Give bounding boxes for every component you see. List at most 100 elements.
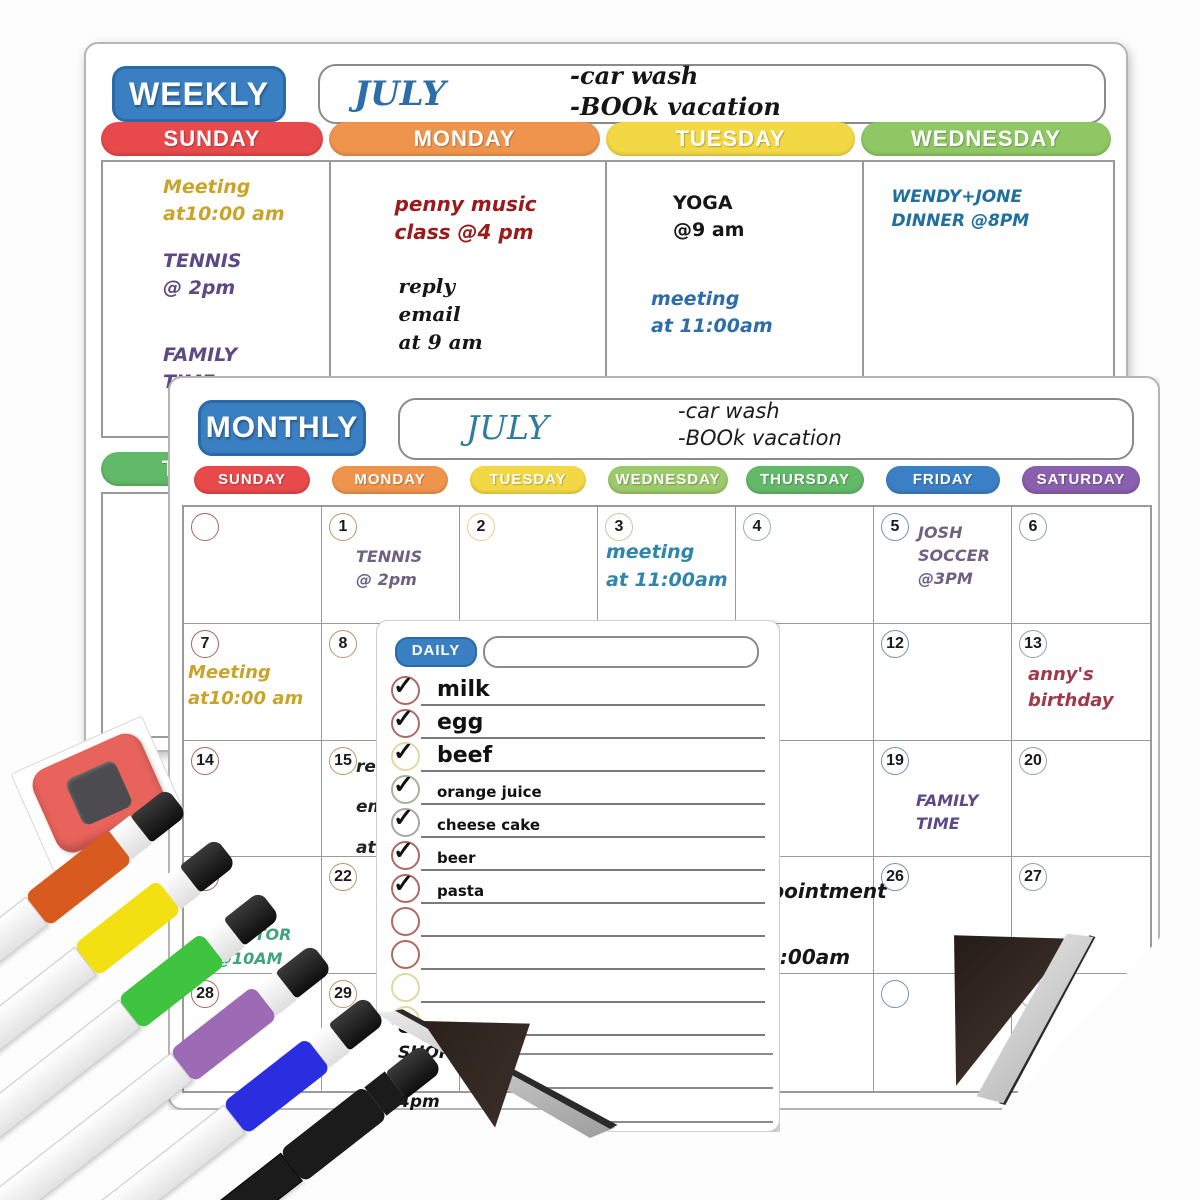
checklist-item: ✓ egg <box>385 705 771 739</box>
check-icon: ✓ <box>393 837 414 865</box>
day-number-circle: 29 <box>329 980 357 1009</box>
weekly-day-header-monday: MONDAY <box>329 122 600 156</box>
monthly-day-header-thursday: THURSDAY <box>746 466 864 494</box>
weekly-cell-monday: penny music class @4 pm reply email at 9… <box>331 162 607 436</box>
monthly-notes: -car wash -BOOk vacation <box>678 399 842 451</box>
item-underline <box>421 737 765 739</box>
ruled-line <box>397 1087 773 1089</box>
weekly-cell-tuesday: YOGA @9 am meeting at 11:00am <box>607 162 864 436</box>
weekly-event-meeting: Meeting at10:00 am <box>163 176 285 225</box>
monthly-event-josh-soccer: JOSH SOCCER @3PM <box>918 523 990 589</box>
monthly-cell: 4 <box>736 507 874 624</box>
day-number-circle: 26 <box>881 863 909 892</box>
day-number-circle: 19 <box>881 746 909 775</box>
checklist-item: ✓ pasta <box>385 870 771 904</box>
checkbox-circle <box>391 973 420 1002</box>
item-underline <box>421 836 765 838</box>
checkbox-circle <box>391 841 420 870</box>
ruled-line <box>397 1053 773 1055</box>
check-icon: ✓ <box>393 804 414 832</box>
day-number-circle: 14 <box>191 746 219 775</box>
weekly-title-box: JULY -car wash -BOOk vacation <box>318 61 1106 124</box>
checkbox-circle <box>391 940 420 969</box>
item-underline <box>421 770 765 772</box>
monthly-cell: 2 <box>460 507 598 624</box>
monthly-cell: 14 <box>184 740 322 858</box>
weekly-month-label: JULY <box>354 74 446 114</box>
checklist-item-empty <box>385 904 771 937</box>
weekly-event-meeting-11: meeting at 11:00am <box>651 288 773 337</box>
daily-checklist: ✓ milk ✓ egg ✓ beef ✓ orange juice ✓ cheese c… <box>385 672 771 1036</box>
weekly-notes: -car wash -BOOk vacation <box>570 61 781 122</box>
monthly-event-meeting-11: meeting at 11:00am <box>606 541 728 591</box>
monthly-month-label: JULY <box>466 408 549 447</box>
day-number-circle: 6 <box>1019 513 1047 541</box>
day-number-circle: 27 <box>1019 863 1047 892</box>
item-underline <box>421 704 765 706</box>
checkbox-circle <box>391 775 420 804</box>
monthly-event-annys-birthday: anny's birthday <box>1028 663 1114 711</box>
monthly-cell: 7 Meeting at10:00 am <box>184 623 322 741</box>
item-underline <box>421 935 765 937</box>
weekly-cell-sunday: Meeting at10:00 am TENNIS @ 2pm FAMILY T… <box>103 162 331 436</box>
weekly-grid: Meeting at10:00 am TENNIS @ 2pm FAMILY T… <box>101 160 1115 438</box>
weekly-event-wendy-dinner: WENDY+JONE DINNER @8PM <box>891 187 1030 231</box>
checklist-item-empty <box>385 970 771 1003</box>
monthly-cell: 26 <box>874 857 1012 975</box>
monthly-cell: 1 TENNIS @ 2pm <box>322 507 460 624</box>
monthly-cell: 25 appointment at 9:00am <box>736 857 887 975</box>
weekly-cell-wednesday: WENDY+JONE DINNER @8PM <box>864 162 1114 436</box>
monthly-event-family-time: FAMILY TIME <box>916 790 979 833</box>
item-underline <box>421 1001 765 1003</box>
item-underline <box>421 1034 765 1036</box>
monthly-event-meeting-10: Meeting at10:00 am <box>188 661 304 709</box>
day-number-circle: 15 <box>329 746 357 775</box>
monthly-corner-curl <box>952 930 1157 1105</box>
daily-badge: DAILY <box>395 637 477 667</box>
eraser-grip <box>64 759 134 827</box>
monthly-event-tennis: TENNIS @ 2pm <box>356 547 423 590</box>
day-number-circle: 7 <box>191 629 219 658</box>
weekly-event-tennis: TENNIS @ 2pm <box>163 250 242 299</box>
weekly-event-reply-email: reply email at 9 am <box>398 274 483 354</box>
checkbox-circle <box>391 874 420 903</box>
item-underline <box>421 803 765 805</box>
monthly-title-box: JULY -car wash -BOOk vacation <box>398 398 1134 460</box>
checkbox-circle <box>391 709 420 738</box>
check-icon: ✓ <box>393 738 414 766</box>
monthly-day-header-wednesday: WEDNESDAY <box>608 466 728 494</box>
day-number-circle: 22 <box>329 863 357 892</box>
day-number-circle: 3 <box>605 513 633 541</box>
weekly-day-header-tuesday: TUESDAY <box>606 122 855 156</box>
weekly-event-penny-music: penny music class @4 pm <box>394 192 537 244</box>
check-icon: ✓ <box>393 705 414 733</box>
monthly-cell: 27 <box>1012 857 1150 975</box>
weekly-badge: WEEKLY <box>112 66 286 122</box>
monthly-cell: 6 <box>1012 507 1150 624</box>
checklist-item: ✓ orange juice <box>385 771 771 805</box>
monthly-cell: 13 anny's birthday <box>1012 624 1150 741</box>
item-underline <box>421 869 765 871</box>
day-number-circle: 4 <box>743 513 771 541</box>
checkbox-circle <box>391 808 420 837</box>
day-number-circle: 12 <box>881 629 909 658</box>
day-number-circle <box>191 513 219 541</box>
monthly-day-header-friday: FRIDAY <box>886 466 1000 494</box>
checklist-item: ✓ milk <box>385 672 771 706</box>
weekly-day-header-wednesday: WEDNESDAY <box>861 122 1111 156</box>
monthly-day-header-saturday: SATURDAY <box>1022 466 1140 494</box>
day-number-circle: 28 <box>191 980 219 1009</box>
item-underline <box>421 968 765 970</box>
checkbox-circle <box>391 907 420 936</box>
monthly-day-header-tuesday: TUESDAY <box>470 466 586 494</box>
item-underline <box>421 902 765 904</box>
check-icon: ✓ <box>393 672 414 700</box>
day-number-circle: 13 <box>1019 629 1047 658</box>
monthly-cell: 20 <box>1012 741 1150 858</box>
day-number-circle: 5 <box>881 513 909 541</box>
day-number-circle: 1 <box>329 513 357 541</box>
check-icon: ✓ <box>393 771 414 799</box>
day-number-circle: 8 <box>329 629 357 658</box>
checkbox-circle <box>391 676 420 705</box>
